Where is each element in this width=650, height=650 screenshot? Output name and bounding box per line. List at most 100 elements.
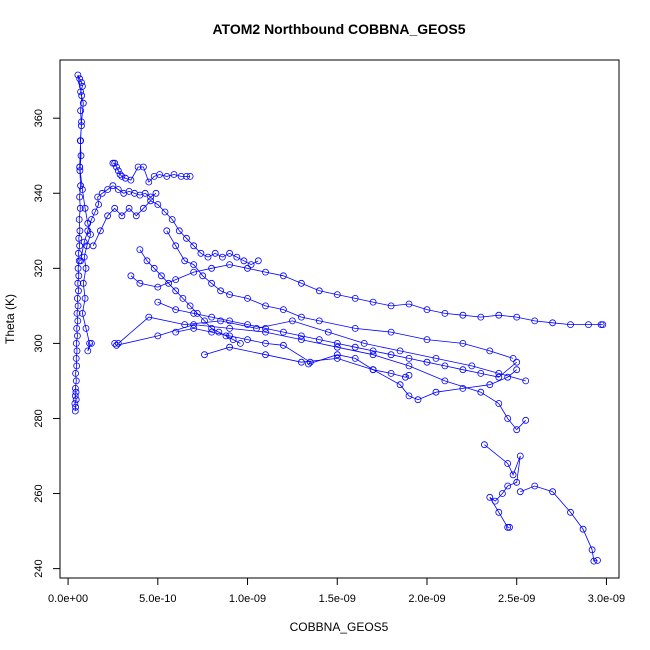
series-line [175, 327, 410, 378]
data-point [190, 309, 198, 317]
data-point [190, 321, 198, 329]
data-point [181, 257, 189, 265]
data-point [186, 302, 194, 310]
data-point [154, 298, 162, 306]
data-point [387, 369, 395, 377]
data-point [147, 193, 155, 201]
data-point [351, 343, 359, 351]
data-point [567, 508, 574, 516]
data-point [154, 201, 162, 208]
data-point [73, 324, 81, 332]
data-point [513, 358, 521, 366]
series-line [520, 485, 598, 562]
data-point [594, 557, 601, 564]
data-point [297, 313, 305, 321]
series-layer [71, 71, 607, 565]
y-tick-label: 320 [33, 259, 45, 277]
data-point [516, 452, 524, 460]
data-point [480, 441, 488, 449]
data-point [201, 317, 208, 325]
series-line [114, 324, 526, 431]
data-point [477, 313, 485, 321]
data-point [134, 163, 142, 171]
data-point [233, 253, 241, 261]
data-point [498, 490, 506, 497]
data-point [77, 88, 84, 96]
data-point [315, 336, 323, 344]
data-point [226, 317, 234, 325]
data-point [423, 358, 431, 366]
series-line [80, 185, 157, 261]
data-point [297, 332, 305, 340]
data-point [72, 377, 80, 385]
data-point [74, 71, 82, 79]
data-point [351, 354, 359, 362]
data-point [396, 381, 404, 389]
data-point [459, 366, 467, 374]
x-axis: 0.0e+00 5.0e-10 1.0e-09 1.5e-09 2.0e-09 2.5e-… [48, 577, 625, 605]
data-point [297, 358, 305, 366]
data-point [405, 362, 413, 370]
data-point [279, 341, 287, 349]
data-point [262, 268, 269, 276]
data-point [405, 392, 413, 400]
data-series [127, 261, 607, 329]
data-point [477, 369, 485, 377]
data-point [81, 204, 89, 212]
data-point [72, 388, 80, 396]
data-point [486, 493, 494, 501]
data-point [369, 366, 377, 374]
data-point [72, 403, 79, 411]
data-point [79, 186, 86, 193]
chart-title: ATOM2 Northbound COBBNA_GEOS5 [212, 21, 465, 37]
data-point [432, 388, 440, 396]
x-tick-label: 0.0e+00 [48, 593, 88, 605]
data-point [172, 306, 180, 314]
data-point [125, 204, 133, 212]
data-series [76, 163, 95, 355]
data-point [288, 317, 296, 325]
data-point [262, 339, 269, 347]
data-series [136, 246, 244, 347]
x-tick-label: 1.5e-09 [319, 593, 356, 605]
data-point [74, 264, 82, 272]
data-point [333, 343, 341, 351]
data-point [297, 336, 305, 344]
data-point [333, 354, 341, 362]
data-point [504, 482, 512, 490]
data-point [585, 321, 592, 329]
data-point [588, 546, 596, 554]
data-point [127, 272, 135, 280]
data-point [82, 264, 90, 272]
data-point [154, 283, 162, 291]
data-point [76, 193, 83, 201]
data-point [401, 373, 409, 381]
data-point [522, 377, 530, 385]
data-point [147, 197, 155, 205]
data-point [279, 306, 287, 314]
series-line [166, 230, 514, 359]
data-point [91, 208, 99, 216]
data-point [75, 272, 83, 280]
data-point [80, 238, 88, 246]
data-point [109, 159, 117, 167]
data-point [240, 257, 248, 265]
data-point [414, 396, 422, 404]
data-point [79, 99, 87, 107]
data-point [76, 75, 84, 83]
data-point [88, 216, 95, 223]
data-point [88, 339, 95, 347]
data-point [84, 219, 92, 227]
y-tick-label: 280 [33, 409, 45, 427]
data-point [197, 249, 205, 257]
data-point [177, 172, 185, 180]
data-point [333, 339, 341, 347]
series-line [484, 444, 521, 528]
series-line [92, 200, 259, 266]
data-point [217, 317, 225, 325]
data-point [244, 294, 251, 302]
data-point [226, 291, 234, 299]
data-point [208, 264, 216, 272]
data-point [163, 172, 171, 180]
data-point [211, 249, 219, 257]
